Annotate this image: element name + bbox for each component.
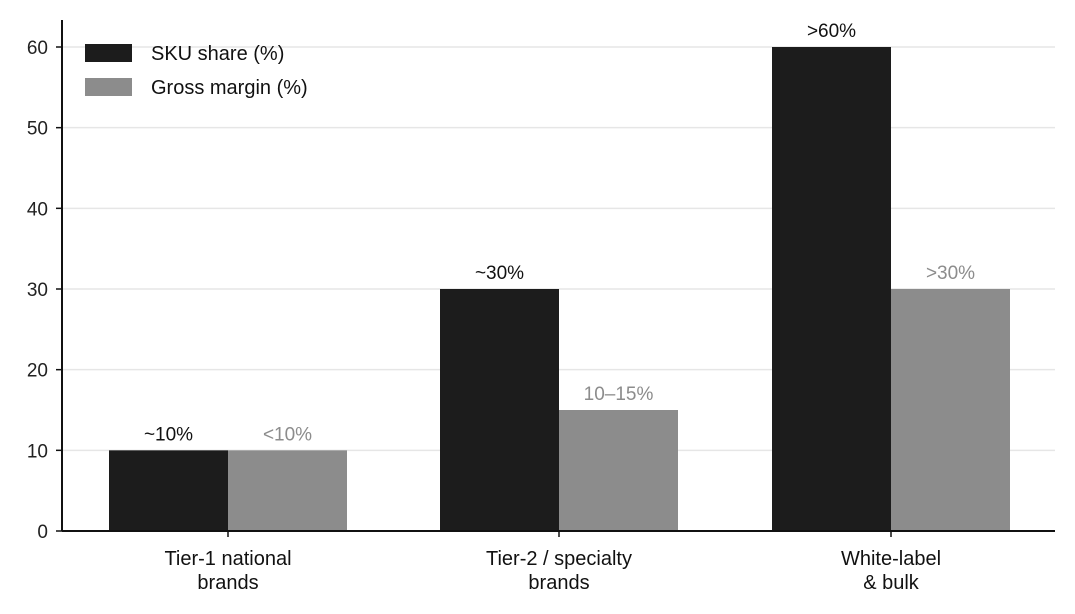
x-category-label: brands [197, 572, 258, 594]
y-tick-label: 0 [37, 522, 48, 543]
legend-label: SKU share (%) [151, 43, 284, 65]
bars [109, 47, 1010, 531]
y-tick-label: 20 [27, 361, 48, 382]
bar-value-label: >30% [926, 263, 975, 284]
bar-value-labels: ~10% ~30% >60% <10% 10–15% >30% [144, 21, 975, 445]
y-tick-label: 30 [27, 280, 48, 301]
legend-swatch-0 [85, 44, 132, 62]
bar-gross-margin-0 [228, 450, 347, 531]
bar-gross-margin-1 [559, 410, 678, 531]
x-category-label: Tier-1 national [164, 548, 291, 570]
legend: SKU share (%) Gross margin (%) [85, 43, 308, 99]
x-category-label: brands [528, 572, 589, 594]
bar-sku-share-2 [772, 47, 891, 531]
bar-value-label: ~30% [475, 263, 524, 284]
y-tick-label: 60 [27, 38, 48, 59]
bar-value-label: <10% [263, 424, 312, 445]
y-tick-label: 10 [27, 441, 48, 462]
bar-value-label: ~10% [144, 424, 193, 445]
x-category-label: & bulk [863, 572, 920, 594]
x-category-label: White-label [841, 548, 941, 570]
bar-gross-margin-2 [891, 289, 1010, 531]
legend-label: Gross margin (%) [151, 77, 308, 99]
y-tick-label: 50 [27, 119, 48, 140]
bar-sku-share-1 [440, 289, 559, 531]
y-tick-label: 40 [27, 199, 48, 220]
bar-value-label: >60% [807, 21, 856, 42]
x-category-label: Tier-2 / specialty [486, 548, 632, 570]
bar-value-label: 10–15% [584, 384, 654, 405]
bar-sku-share-0 [109, 450, 228, 531]
legend-swatch-1 [85, 78, 132, 96]
